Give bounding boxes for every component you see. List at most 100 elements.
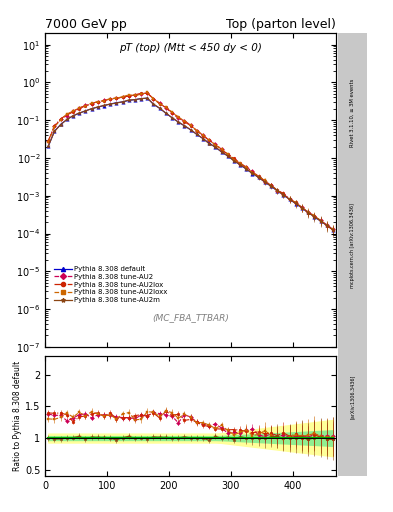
Pythia 8.308 tune-AU2 (318, 218, 323, 224)
Pythia 8.308 tune-AU2lox (163, 104, 168, 111)
Pythia 8.308 tune-AU2m (163, 110, 168, 116)
Pythia 8.308 default (176, 119, 181, 125)
Pythia 8.308 tune-AU2m (281, 192, 286, 198)
Pythia 8.308 tune-AU2m (176, 119, 181, 125)
Pythia 8.308 tune-AU2 (244, 164, 249, 170)
Pythia 8.308 tune-AU2loxx (299, 204, 304, 210)
Pythia 8.308 tune-AU2loxx (231, 157, 236, 163)
Pythia 8.308 default (95, 104, 100, 110)
Text: [arXiv:1306.3436]: [arXiv:1306.3436] (350, 374, 355, 419)
Pythia 8.308 tune-AU2loxx (145, 89, 150, 95)
Pythia 8.308 tune-AU2lox (219, 146, 224, 153)
Pythia 8.308 default (52, 128, 57, 134)
Pythia 8.308 tune-AU2m (299, 205, 304, 211)
Pythia 8.308 tune-AU2loxx (294, 200, 298, 206)
Pythia 8.308 tune-AU2 (157, 100, 162, 106)
Legend: Pythia 8.308 default, Pythia 8.308 tune-AU2, Pythia 8.308 tune-AU2lox, Pythia 8.: Pythia 8.308 default, Pythia 8.308 tune-… (51, 263, 171, 306)
Pythia 8.308 tune-AU2loxx (71, 108, 75, 114)
Pythia 8.308 tune-AU2m (225, 153, 230, 159)
Pythia 8.308 tune-AU2lox (95, 98, 100, 104)
Pythia 8.308 tune-AU2lox (89, 100, 94, 106)
Pythia 8.308 tune-AU2loxx (95, 99, 100, 105)
Pythia 8.308 tune-AU2lox (294, 199, 298, 205)
Pythia 8.308 default (64, 116, 69, 122)
Pythia 8.308 tune-AU2m (207, 141, 211, 147)
Pythia 8.308 tune-AU2loxx (170, 109, 174, 115)
Pythia 8.308 tune-AU2 (299, 204, 304, 210)
Pythia 8.308 tune-AU2m (170, 115, 174, 121)
Pythia 8.308 tune-AU2loxx (256, 174, 261, 180)
Pythia 8.308 tune-AU2lox (58, 116, 63, 122)
Pythia 8.308 tune-AU2m (151, 101, 156, 107)
Pythia 8.308 tune-AU2loxx (132, 92, 137, 98)
Pythia 8.308 tune-AU2 (219, 146, 224, 153)
Pythia 8.308 tune-AU2loxx (195, 127, 199, 134)
Pythia 8.308 tune-AU2 (324, 222, 329, 228)
Pythia 8.308 tune-AU2m (250, 170, 255, 177)
Text: mcplots.cern.ch [arXiv:1306.3436]: mcplots.cern.ch [arXiv:1306.3436] (350, 203, 355, 288)
Pythia 8.308 tune-AU2m (269, 183, 274, 189)
Pythia 8.308 default (77, 110, 82, 116)
Pythia 8.308 tune-AU2loxx (281, 192, 286, 198)
Pythia 8.308 tune-AU2 (231, 156, 236, 162)
Pythia 8.308 tune-AU2loxx (157, 100, 162, 106)
Pythia 8.308 tune-AU2m (71, 113, 75, 119)
Pythia 8.308 tune-AU2lox (77, 105, 82, 112)
Pythia 8.308 tune-AU2loxx (151, 96, 156, 102)
Pythia 8.308 default (163, 110, 168, 116)
Pythia 8.308 tune-AU2 (151, 96, 156, 102)
Pythia 8.308 tune-AU2lox (145, 90, 150, 96)
Pythia 8.308 tune-AU2loxx (77, 104, 82, 111)
Pythia 8.308 tune-AU2 (132, 92, 137, 98)
Pythia 8.308 tune-AU2loxx (250, 170, 255, 176)
Pythia 8.308 default (238, 162, 242, 168)
Pythia 8.308 tune-AU2lox (139, 91, 143, 97)
Pythia 8.308 default (188, 126, 193, 133)
Pythia 8.308 default (294, 200, 298, 206)
Pythia 8.308 default (170, 115, 174, 121)
Pythia 8.308 tune-AU2 (64, 113, 69, 119)
Pythia 8.308 tune-AU2 (331, 226, 335, 232)
Pythia 8.308 tune-AU2 (127, 93, 131, 99)
Pythia 8.308 default (120, 99, 125, 105)
Pythia 8.308 default (145, 95, 150, 101)
Pythia 8.308 tune-AU2 (275, 187, 279, 194)
Pythia 8.308 default (219, 149, 224, 155)
Pythia 8.308 default (256, 175, 261, 181)
Pythia 8.308 default (207, 140, 211, 146)
Pythia 8.308 tune-AU2 (139, 91, 143, 97)
Pythia 8.308 tune-AU2m (157, 105, 162, 111)
Pythia 8.308 tune-AU2lox (102, 98, 107, 104)
Pythia 8.308 tune-AU2m (200, 136, 205, 142)
Pythia 8.308 tune-AU2 (200, 132, 205, 138)
Pythia 8.308 tune-AU2lox (238, 160, 242, 166)
Pythia 8.308 tune-AU2m (238, 161, 242, 167)
Pythia 8.308 tune-AU2lox (263, 178, 267, 184)
Pythia 8.308 tune-AU2 (250, 168, 255, 175)
Pythia 8.308 tune-AU2lox (188, 122, 193, 129)
Pythia 8.308 tune-AU2m (132, 97, 137, 103)
Pythia 8.308 default (263, 179, 267, 185)
Pythia 8.308 tune-AU2loxx (238, 160, 242, 166)
Pythia 8.308 tune-AU2 (225, 152, 230, 158)
Pythia 8.308 default (83, 108, 88, 114)
Pythia 8.308 tune-AU2 (120, 94, 125, 100)
Pythia 8.308 tune-AU2 (145, 90, 150, 96)
Pythia 8.308 tune-AU2loxx (102, 98, 107, 104)
Pythia 8.308 tune-AU2 (294, 200, 298, 206)
Pythia 8.308 tune-AU2loxx (163, 104, 168, 111)
Pythia 8.308 tune-AU2lox (331, 227, 335, 233)
Pythia 8.308 tune-AU2m (263, 179, 267, 185)
Pythia 8.308 default (151, 101, 156, 108)
Pythia 8.308 tune-AU2m (139, 95, 143, 101)
Pythia 8.308 default (114, 99, 119, 105)
Pythia 8.308 tune-AU2 (163, 105, 168, 111)
Pythia 8.308 tune-AU2loxx (225, 151, 230, 157)
Pythia 8.308 tune-AU2 (58, 116, 63, 122)
Pythia 8.308 tune-AU2lox (213, 142, 218, 148)
Pythia 8.308 default (108, 101, 112, 107)
Pythia 8.308 tune-AU2 (46, 138, 51, 144)
Pythia 8.308 tune-AU2lox (170, 110, 174, 116)
Pythia 8.308 default (127, 97, 131, 103)
Pythia 8.308 tune-AU2m (108, 101, 112, 107)
